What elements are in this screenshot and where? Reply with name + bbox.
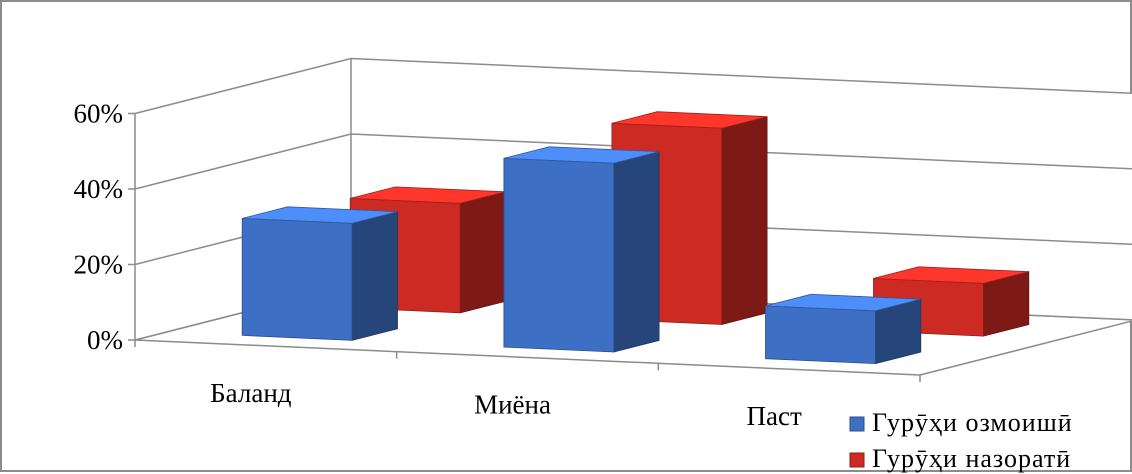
bar-side-face [460,192,505,313]
y-tick-label: 40% [74,174,124,204]
bar [504,147,659,352]
legend-swatch [850,417,864,431]
bar-front-face [242,218,352,340]
legend-swatch [850,453,864,467]
bar [242,207,397,340]
y-tick-label: 0% [87,325,123,355]
x-axis-categories: Баланд Миёна Паст [210,378,802,431]
legend-item: Гурӯҳи озмоишӣ [850,408,1073,437]
category-label: Паст [747,401,802,431]
legend-label: Гурӯҳи озмоишӣ [872,408,1073,437]
legend: Гурӯҳи озмоишӣ Гурӯҳи назоратӣ [850,408,1073,473]
bar-front-face [504,158,614,352]
y-tick-label: 20% [74,250,124,280]
legend-label: Гурӯҳи назоратӣ [872,444,1071,473]
bar-front-face [766,306,876,364]
bar-side-face [614,152,659,352]
legend-item: Гурӯҳи назоратӣ [850,444,1071,473]
bar [766,294,921,363]
bar-side-face [722,117,767,325]
bar-side-face [352,212,397,341]
category-label: Миёна [474,390,551,420]
y-axis-ticks: 0% 20% 40% 60% [74,99,124,356]
y-tick-label: 60% [74,99,124,129]
category-label: Баланд [210,378,292,408]
